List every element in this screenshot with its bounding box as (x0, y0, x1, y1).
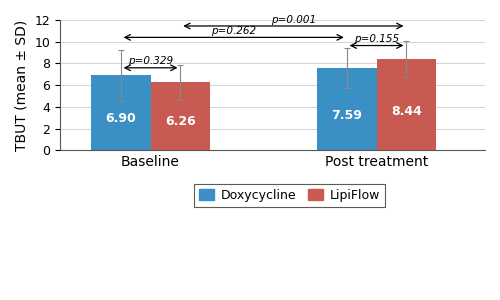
Y-axis label: TBUT (mean ± SD): TBUT (mean ± SD) (15, 20, 29, 151)
Text: 7.59: 7.59 (332, 109, 362, 122)
Bar (376, 59, 436, 150)
Text: 6.26: 6.26 (165, 115, 196, 128)
Bar (91, 75, 150, 150)
Bar (150, 82, 210, 150)
Text: p=0.329: p=0.329 (128, 56, 173, 67)
Text: p=0.001: p=0.001 (271, 15, 316, 26)
Legend: Doxycycline, LipiFlow: Doxycycline, LipiFlow (194, 184, 385, 207)
Text: 8.44: 8.44 (391, 105, 422, 119)
Text: 6.90: 6.90 (106, 112, 136, 125)
Bar (317, 68, 376, 150)
Text: p=0.155: p=0.155 (354, 34, 399, 44)
Text: p=0.262: p=0.262 (211, 26, 256, 36)
